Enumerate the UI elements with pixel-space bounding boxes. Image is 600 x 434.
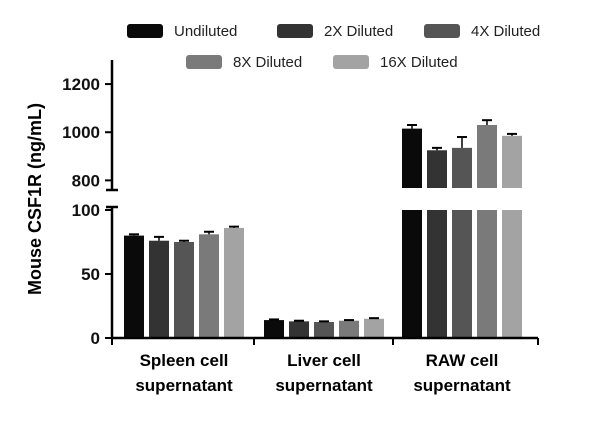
legend-swatch [277,24,313,38]
bar [502,135,522,188]
bar [199,234,219,338]
x-category-label: Spleen cell [140,351,229,370]
bar [174,242,194,338]
legend-label: 8X Diluted [233,54,302,71]
x-category-label: RAW cell [426,351,499,370]
y-tick-label: 1000 [62,123,100,142]
y-tick-label: 0 [91,329,100,348]
bar-lower-segment [427,210,447,338]
y-tick-label: 1200 [62,75,100,94]
bar [427,150,447,188]
legend-label: 2X Diluted [324,23,393,40]
x-category-label: supernatant [275,376,373,395]
legend-swatch [424,24,460,38]
bar [124,235,144,338]
y-axis-title: Mouse CSF1R (ng/mL) [25,103,45,295]
legend-label: Undiluted [174,23,237,40]
bar [452,147,472,188]
y-tick-label: 50 [81,265,100,284]
bar [477,125,497,188]
bar [314,322,334,338]
bar-lower-segment [402,210,422,338]
bar [402,128,422,188]
x-category-label: Liver cell [287,351,361,370]
bar [289,321,309,338]
bar [149,240,169,338]
bar [264,320,284,338]
x-category-label: supernatant [135,376,233,395]
legend-swatch [127,24,163,38]
legend-swatch [333,55,369,69]
bar [224,227,244,338]
bar-lower-segment [502,210,522,338]
legend-swatch [186,55,222,69]
bar [364,318,384,338]
x-category-label: supernatant [413,376,511,395]
y-tick-label: 100 [72,201,100,220]
bar [339,320,359,338]
legend-label: 4X Diluted [471,23,540,40]
y-tick-label: 800 [72,171,100,190]
legend-label: 16X Diluted [380,54,458,71]
bar-lower-segment [452,210,472,338]
bar-lower-segment [477,210,497,338]
